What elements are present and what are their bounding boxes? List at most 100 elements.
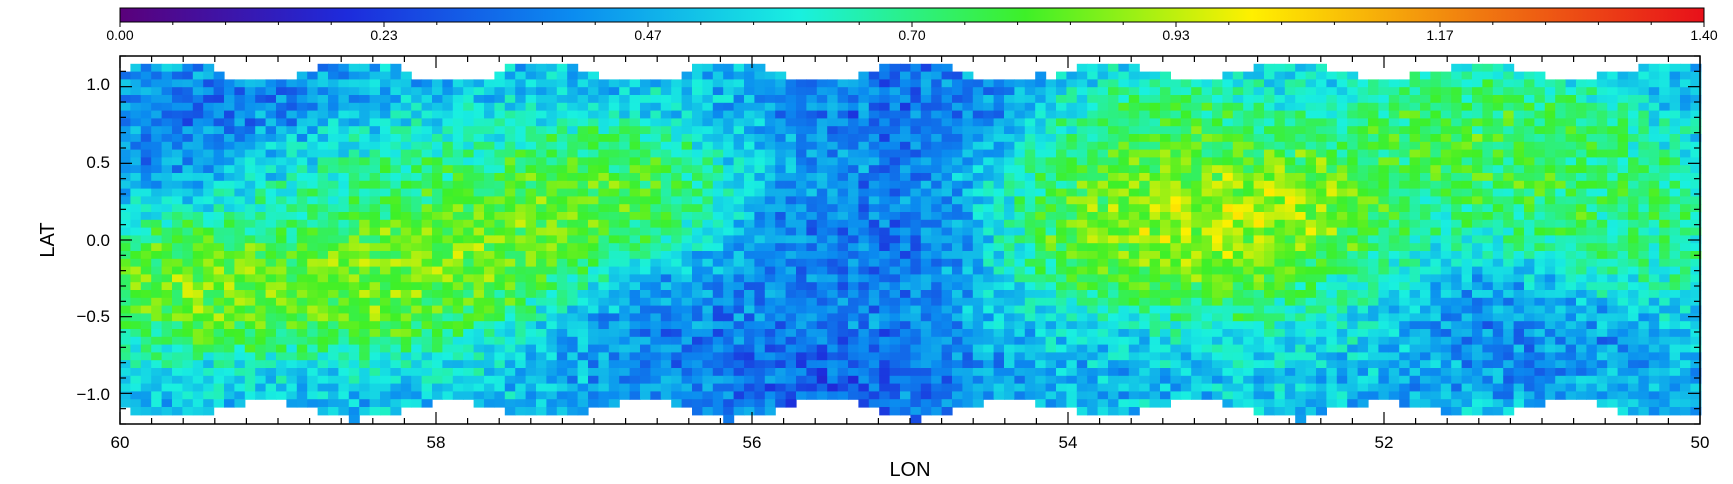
- heatmap-cell: [598, 282, 610, 291]
- heatmap-cell: [296, 258, 308, 268]
- heatmap-cell: [920, 274, 932, 283]
- heatmap-cell: [577, 360, 589, 369]
- heatmap-cell: [993, 79, 1005, 88]
- heatmap-cell: [733, 251, 745, 260]
- heatmap-cell: [671, 227, 683, 236]
- heatmap-cell: [161, 118, 173, 127]
- heatmap-cell: [463, 79, 475, 88]
- heatmap-cell: [754, 274, 766, 283]
- heatmap-cell: [764, 375, 776, 385]
- heatmap-cell: [224, 180, 235, 190]
- heatmap-cell: [338, 266, 350, 275]
- heatmap-cell: [338, 71, 350, 80]
- heatmap-cell: [536, 79, 547, 88]
- heatmap-cell: [879, 219, 891, 229]
- heatmap-cell: [733, 196, 745, 205]
- heatmap-cell: [192, 204, 204, 213]
- heatmap-cell: [983, 321, 995, 330]
- heatmap-cell: [463, 173, 475, 182]
- heatmap-cell: [536, 321, 547, 330]
- heatmap-cell: [1087, 102, 1099, 112]
- heatmap-cell: [1284, 321, 1296, 330]
- heatmap-cell: [920, 391, 932, 400]
- heatmap-cell: [224, 219, 235, 229]
- heatmap-cell: [296, 297, 308, 307]
- heatmap-cell: [1087, 290, 1099, 299]
- heatmap-cell: [972, 173, 984, 182]
- heatmap-cell: [338, 87, 350, 96]
- heatmap-cell: [234, 352, 246, 361]
- heatmap-cell: [1087, 266, 1099, 275]
- heatmap-cell: [338, 118, 350, 127]
- heatmap-cell: [910, 219, 922, 229]
- heatmap-cell: [1097, 266, 1109, 275]
- heatmap-cell: [411, 266, 423, 275]
- heatmap-cell: [983, 235, 995, 244]
- heatmap-cell: [733, 110, 745, 119]
- heatmap-cell: [796, 274, 807, 283]
- heatmap-cell: [296, 95, 308, 104]
- heatmap-cell: [1284, 391, 1296, 400]
- heatmap-cell: [390, 110, 402, 119]
- heatmap-cell: [629, 266, 641, 275]
- heatmap-cell: [785, 118, 797, 127]
- heatmap-cell: [1024, 313, 1036, 322]
- heatmap-cell: [556, 344, 568, 353]
- heatmap-cell: [806, 173, 818, 182]
- heatmap-cell: [255, 87, 267, 96]
- heatmap-cell: [1108, 344, 1119, 353]
- heatmap-cell: [556, 219, 568, 229]
- heatmap-cell: [504, 266, 516, 275]
- heatmap-cell: [733, 227, 745, 236]
- heatmap-cell: [244, 251, 256, 260]
- heatmap-cell: [1232, 243, 1244, 252]
- heatmap-cell: [816, 95, 828, 104]
- heatmap-cell: [120, 196, 131, 205]
- heatmap-cell: [380, 243, 391, 252]
- heatmap-cell: [1232, 321, 1244, 330]
- heatmap-cell: [931, 297, 943, 307]
- heatmap-cell: [608, 360, 620, 369]
- heatmap-cell: [120, 375, 131, 385]
- heatmap-cell: [754, 95, 766, 104]
- heatmap-cell: [941, 258, 953, 268]
- heatmap-cell: [931, 391, 943, 400]
- heatmap-cell: [338, 251, 350, 260]
- heatmap-cell: [816, 157, 828, 166]
- heatmap-cell: [598, 352, 610, 361]
- heatmap-cell: [369, 188, 381, 197]
- heatmap-cell: [234, 321, 246, 330]
- heatmap-cell: [754, 368, 766, 377]
- heatmap-cell: [931, 274, 943, 283]
- heatmap-cell: [1284, 126, 1296, 135]
- heatmap-cell: [879, 126, 891, 135]
- heatmap-cell: [588, 212, 599, 221]
- heatmap-cell: [515, 63, 527, 73]
- heatmap-cell: [1014, 219, 1026, 229]
- heatmap-cell: [411, 196, 423, 205]
- heatmap-cell: [432, 266, 443, 275]
- heatmap-cell: [920, 110, 932, 119]
- heatmap-cell: [213, 344, 225, 353]
- heatmap-cell: [400, 196, 412, 205]
- heatmap-cell: [983, 212, 995, 221]
- heatmap-cell: [629, 79, 641, 88]
- heatmap-cell: [764, 173, 776, 182]
- heatmap-cell: [140, 407, 152, 416]
- heatmap-cell: [983, 274, 995, 283]
- heatmap-cell: [806, 141, 818, 151]
- heatmap-cell: [463, 297, 475, 307]
- heatmap-cell: [1087, 134, 1099, 143]
- heatmap-cell: [1170, 258, 1182, 268]
- heatmap-cell: [993, 344, 1005, 353]
- heatmap-cell: [1087, 188, 1099, 197]
- heatmap-cell: [515, 399, 527, 408]
- heatmap-cell: [192, 141, 204, 151]
- heatmap-cell: [338, 360, 350, 369]
- heatmap-cell: [1108, 282, 1119, 291]
- heatmap-cell: [1274, 204, 1286, 213]
- heatmap-cell: [1024, 375, 1036, 385]
- heatmap-cell: [265, 282, 277, 291]
- heatmap-cell: [1201, 165, 1213, 174]
- heatmap-cell: [411, 219, 423, 229]
